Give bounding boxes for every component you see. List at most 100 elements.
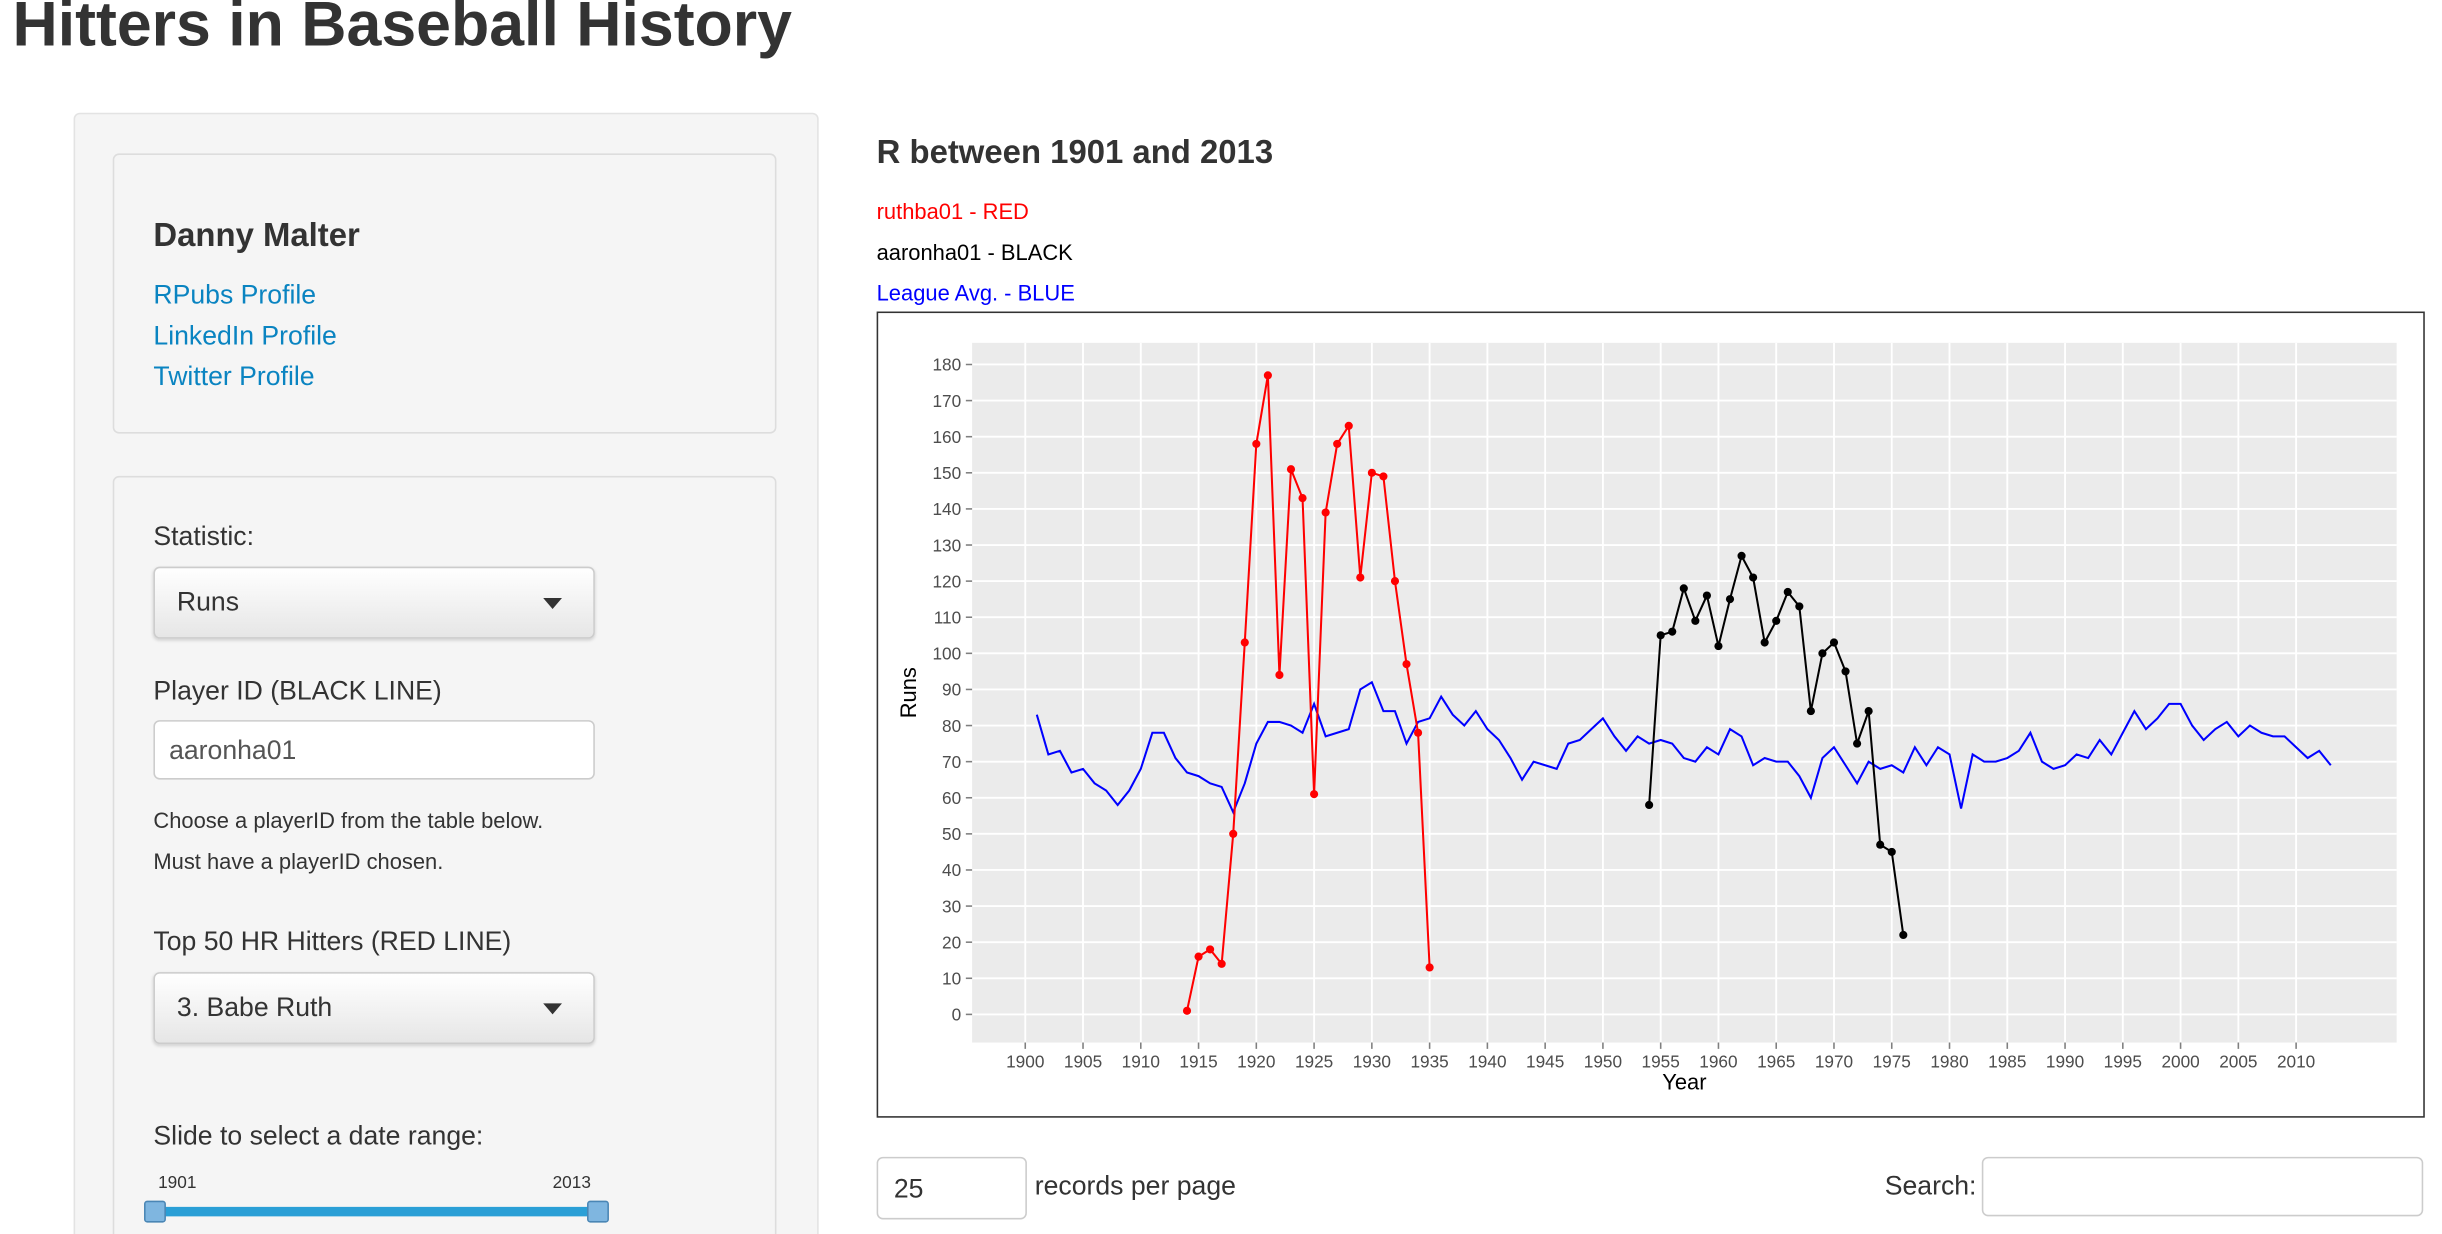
- page-size-label: records per page: [1034, 1170, 1236, 1201]
- x-tick-label: 2000: [2161, 1052, 2199, 1072]
- hitters-select[interactable]: 3. Babe Ruth: [153, 972, 595, 1045]
- x-tick-label: 1900: [1006, 1052, 1044, 1072]
- x-tick-label: 1940: [1468, 1052, 1506, 1072]
- data-point: [1668, 627, 1677, 636]
- select-value: Runs: [176, 587, 240, 617]
- data-point: [1737, 551, 1746, 560]
- x-tick-label: 1995: [2104, 1052, 2142, 1072]
- x-tick-label: 1925: [1295, 1052, 1333, 1072]
- slider-max: 2013: [552, 1174, 591, 1193]
- legend-entry: League Avg. - BLUE: [876, 280, 1075, 306]
- data-point: [1367, 468, 1376, 477]
- data-point: [1229, 829, 1238, 838]
- x-tick-label: 1935: [1410, 1052, 1448, 1072]
- y-tick-label: 160: [932, 427, 961, 447]
- data-point: [1321, 508, 1330, 517]
- y-axis-label: Runs: [896, 667, 921, 718]
- data-point: [1772, 616, 1781, 625]
- statistic-label: Statistic:: [153, 521, 254, 552]
- y-tick-label: 20: [942, 932, 961, 952]
- data-point: [1263, 371, 1272, 380]
- data-point: [1240, 638, 1249, 647]
- data-point: [1298, 494, 1307, 503]
- help-text: Choose a playerID from the table below.: [153, 807, 544, 833]
- search-input[interactable]: [1981, 1156, 2424, 1217]
- player-input[interactable]: aaronha01: [153, 720, 595, 780]
- y-tick-label: 180: [932, 355, 961, 375]
- y-tick-label: 70: [942, 752, 961, 772]
- data-point: [1829, 638, 1839, 647]
- slider-handle[interactable]: [144, 1200, 166, 1223]
- y-tick-label: 150: [932, 463, 961, 483]
- player-label: Player ID (BLACK LINE): [153, 676, 442, 706]
- y-tick-label: 80: [942, 716, 961, 736]
- x-tick-label: 1910: [1122, 1052, 1160, 1072]
- y-tick-label: 120: [932, 571, 961, 591]
- data-point: [1887, 847, 1896, 856]
- x-tick-label: 1920: [1237, 1052, 1275, 1072]
- data-point: [1333, 439, 1342, 448]
- y-tick-label: 0: [952, 1005, 962, 1025]
- data-point: [1194, 952, 1203, 961]
- x-tick-label: 1980: [1930, 1052, 1968, 1072]
- chart-title: R between 1901 and 2013: [876, 134, 1274, 171]
- x-tick-label: 1905: [1064, 1052, 1102, 1072]
- x-axis-label: Year: [1662, 1070, 1706, 1095]
- data-point: [1725, 595, 1735, 604]
- sidebar: Danny Malter RPubs Profile LinkedIn Prof…: [73, 112, 819, 1234]
- data-point: [1795, 602, 1804, 611]
- page-size-select[interactable]: 25: [876, 1156, 1027, 1220]
- profile-link[interactable]: LinkedIn Profile: [153, 320, 337, 351]
- search-label: Search:: [1884, 1170, 1977, 1201]
- data-point: [1206, 945, 1215, 954]
- y-tick-label: 60: [942, 788, 961, 808]
- x-tick-label: 1970: [1815, 1052, 1853, 1072]
- data-point: [1864, 707, 1873, 716]
- data-point: [1760, 638, 1769, 647]
- data-point: [1310, 790, 1319, 799]
- data-point: [1876, 840, 1885, 849]
- x-tick-label: 1930: [1353, 1052, 1391, 1072]
- data-point: [1182, 1006, 1192, 1015]
- y-tick-label: 50: [942, 824, 961, 844]
- data-point: [1841, 667, 1850, 676]
- data-point: [1356, 573, 1365, 582]
- y-tick-label: 90: [942, 680, 961, 700]
- data-point: [1899, 930, 1908, 940]
- data-point: [1425, 963, 1434, 972]
- slider-handle[interactable]: [587, 1200, 609, 1223]
- data-point: [1402, 660, 1411, 669]
- profile-link[interactable]: RPubs Profile: [153, 280, 317, 310]
- x-tick-label: 1985: [1988, 1052, 2026, 1072]
- x-tick-label: 2005: [2219, 1052, 2257, 1072]
- y-tick-label: 100: [932, 644, 961, 664]
- data-point: [1853, 739, 1862, 748]
- slider-track[interactable]: [153, 1206, 597, 1217]
- x-tick-label: 1960: [1699, 1052, 1737, 1072]
- data-point: [1818, 649, 1827, 658]
- data-point: [1806, 707, 1815, 716]
- data-point: [1252, 439, 1261, 448]
- x-tick-label: 1965: [1757, 1052, 1795, 1072]
- author-panel: Danny Malter RPubs Profile LinkedIn Prof…: [112, 153, 777, 434]
- data-point: [1413, 728, 1423, 737]
- slider-label: Slide to select a date range:: [153, 1120, 484, 1151]
- x-tick-label: 2010: [2277, 1052, 2315, 1072]
- data-point: [1749, 573, 1758, 582]
- y-tick-label: 30: [942, 896, 961, 916]
- profile-link[interactable]: Twitter Profile: [153, 361, 315, 392]
- x-tick-label: 1975: [1873, 1052, 1911, 1072]
- series-line: [1186, 375, 1431, 1011]
- chart: 0 10 20 30 40 50 60 70 80 90 100 110 120 130 140 150 160…: [896, 342, 2397, 1095]
- y-tick-label: 170: [932, 391, 961, 411]
- hitters-label: Top 50 HR Hitters (RED LINE): [153, 926, 512, 957]
- slider-min: 1901: [158, 1174, 197, 1193]
- statistic-select[interactable]: Runs: [153, 566, 595, 639]
- data-point: [1217, 959, 1226, 968]
- controls-panel: Statistic: Runs Player ID (BLACK LINE) a…: [112, 475, 777, 1234]
- data-point: [1275, 670, 1284, 680]
- help-text: Must have a playerID chosen.: [153, 848, 444, 874]
- x-tick-label: 1990: [2046, 1052, 2084, 1072]
- chart-frame: 0 10 20 30 40 50 60 70 80 90 100 110 120 130 140 150 160…: [876, 311, 2425, 1118]
- input-value: aaronha01: [169, 735, 297, 766]
